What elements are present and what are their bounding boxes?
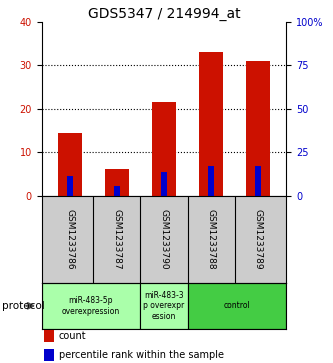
Bar xyxy=(42,283,140,329)
Text: miR-483-3
p overexpr
ession: miR-483-3 p overexpr ession xyxy=(144,291,184,321)
Bar xyxy=(58,133,82,196)
Bar xyxy=(114,185,120,196)
Text: protocol: protocol xyxy=(2,301,44,311)
Bar xyxy=(152,102,176,196)
Text: miR-483-5p
overexpression: miR-483-5p overexpression xyxy=(62,296,120,315)
Text: GSM1233789: GSM1233789 xyxy=(254,209,263,270)
Bar xyxy=(188,283,286,329)
Text: control: control xyxy=(224,301,251,310)
Bar xyxy=(44,330,54,342)
Bar xyxy=(255,166,261,196)
Bar xyxy=(67,176,73,196)
Bar xyxy=(199,52,223,196)
Text: count: count xyxy=(59,331,86,341)
Bar xyxy=(44,349,54,361)
Bar xyxy=(140,283,188,329)
Text: GSM1233786: GSM1233786 xyxy=(65,209,74,270)
Bar xyxy=(246,61,270,196)
Bar xyxy=(208,166,214,196)
Bar xyxy=(105,169,129,196)
Text: GSM1233787: GSM1233787 xyxy=(113,209,122,270)
Bar xyxy=(161,172,167,196)
Text: percentile rank within the sample: percentile rank within the sample xyxy=(59,350,224,360)
Title: GDS5347 / 214994_at: GDS5347 / 214994_at xyxy=(88,7,240,21)
Text: GSM1233790: GSM1233790 xyxy=(160,209,168,270)
Text: GSM1233788: GSM1233788 xyxy=(206,209,215,270)
